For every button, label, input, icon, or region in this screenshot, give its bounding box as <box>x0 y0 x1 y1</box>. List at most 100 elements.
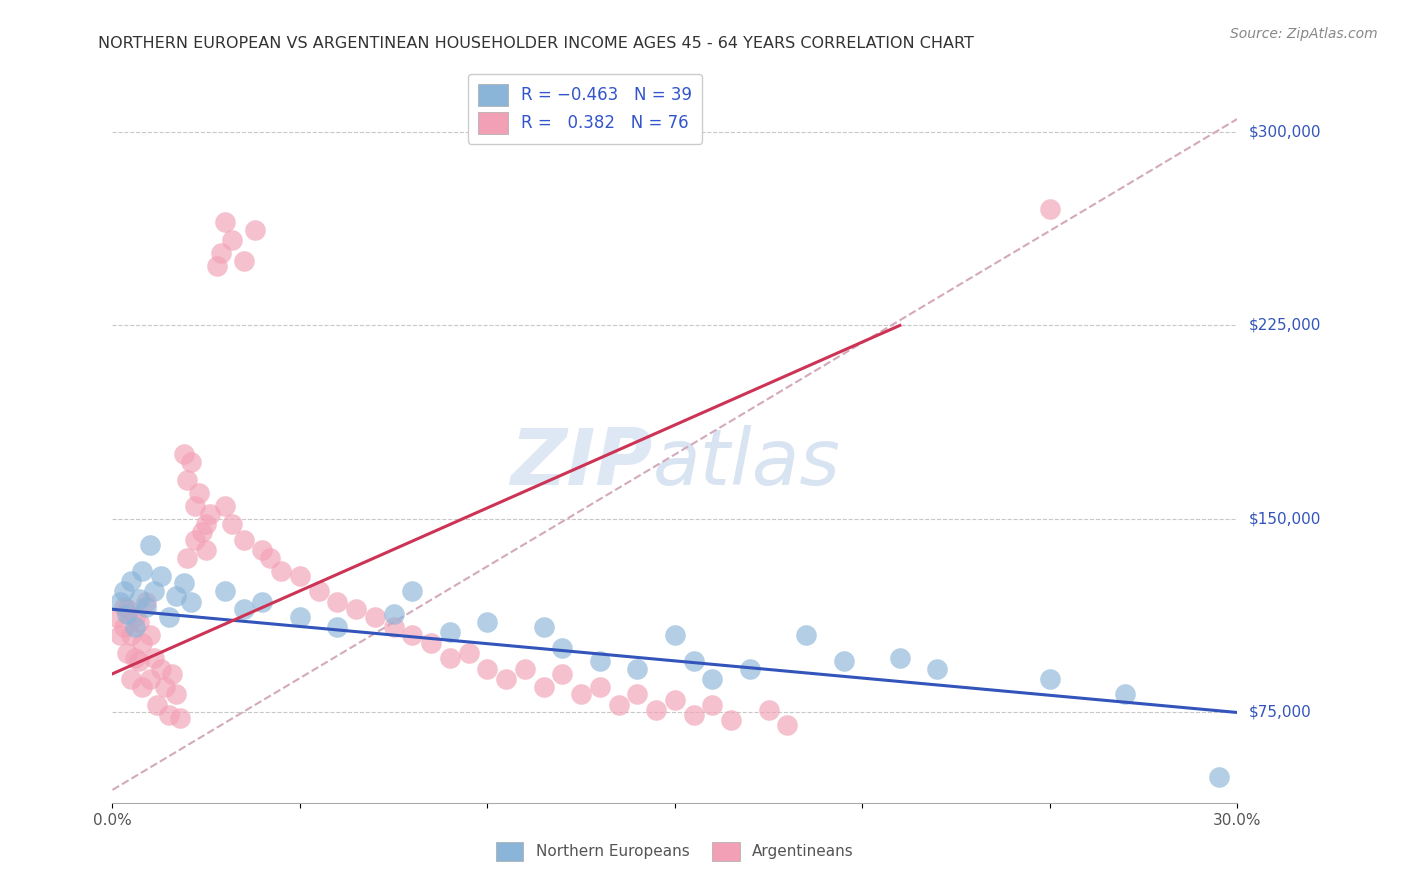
Point <box>117 602 139 616</box>
Point <box>270 564 292 578</box>
Point <box>477 615 499 630</box>
Point <box>776 718 799 732</box>
Point <box>1039 672 1062 686</box>
Point <box>207 259 229 273</box>
Point <box>702 672 724 686</box>
Point <box>439 651 461 665</box>
Point <box>664 692 686 706</box>
Point <box>108 628 131 642</box>
Point <box>477 662 499 676</box>
Point <box>146 698 169 712</box>
Point <box>112 584 135 599</box>
Text: $75,000: $75,000 <box>1249 705 1312 720</box>
Point <box>221 517 243 532</box>
Point <box>533 680 555 694</box>
Point <box>259 550 281 565</box>
Point <box>232 533 254 547</box>
Point <box>120 628 142 642</box>
Point <box>157 610 180 624</box>
Point <box>184 533 207 547</box>
Point <box>1114 687 1136 701</box>
Point <box>169 711 191 725</box>
Point <box>165 590 187 604</box>
Point <box>176 473 198 487</box>
Point <box>165 687 187 701</box>
Point <box>682 708 704 723</box>
Point <box>131 636 153 650</box>
Point <box>139 538 162 552</box>
Point <box>702 698 724 712</box>
Point <box>139 628 162 642</box>
Point <box>626 687 648 701</box>
Text: NORTHERN EUROPEAN VS ARGENTINEAN HOUSEHOLDER INCOME AGES 45 - 64 YEARS CORRELATI: NORTHERN EUROPEAN VS ARGENTINEAN HOUSEHO… <box>98 36 974 51</box>
Point <box>344 602 367 616</box>
Point <box>221 233 243 247</box>
Point <box>457 646 479 660</box>
Point <box>401 628 423 642</box>
Point <box>420 636 443 650</box>
Point <box>124 610 146 624</box>
Point <box>173 447 195 461</box>
Point <box>124 651 146 665</box>
Point <box>180 594 202 608</box>
Point <box>720 713 742 727</box>
Point <box>589 654 612 668</box>
Point <box>232 602 254 616</box>
Point <box>513 662 536 676</box>
Point <box>139 672 162 686</box>
Point <box>758 703 780 717</box>
Point <box>495 672 517 686</box>
Point <box>105 610 128 624</box>
Point <box>120 672 142 686</box>
Point <box>308 584 330 599</box>
Point <box>927 662 949 676</box>
Text: atlas: atlas <box>652 425 841 501</box>
Point <box>569 687 592 701</box>
Point <box>645 703 668 717</box>
Point <box>252 594 274 608</box>
Point <box>626 662 648 676</box>
Point <box>832 654 855 668</box>
Point <box>551 640 574 655</box>
Point <box>142 584 165 599</box>
Point <box>195 542 218 557</box>
Point <box>180 455 202 469</box>
Text: $225,000: $225,000 <box>1249 318 1320 333</box>
Point <box>533 620 555 634</box>
Point <box>176 550 198 565</box>
Point <box>191 524 214 539</box>
Point <box>439 625 461 640</box>
Point <box>117 646 139 660</box>
Point <box>117 607 139 622</box>
Point <box>135 599 157 614</box>
Point <box>108 594 131 608</box>
Point <box>382 620 405 634</box>
Point <box>889 651 911 665</box>
Point <box>232 253 254 268</box>
Point <box>142 651 165 665</box>
Point <box>551 666 574 681</box>
Text: ZIP: ZIP <box>510 425 652 501</box>
Point <box>209 246 232 260</box>
Text: $150,000: $150,000 <box>1249 511 1320 526</box>
Point <box>150 568 173 582</box>
Point <box>150 662 173 676</box>
Point <box>364 610 387 624</box>
Point <box>607 698 630 712</box>
Point <box>214 215 236 229</box>
Point <box>326 620 349 634</box>
Point <box>738 662 761 676</box>
Point <box>214 499 236 513</box>
Point <box>135 594 157 608</box>
Point <box>184 499 207 513</box>
Point <box>288 568 311 582</box>
Point <box>112 620 135 634</box>
Point <box>112 599 135 614</box>
Point <box>1039 202 1062 217</box>
Point <box>120 574 142 588</box>
Point <box>664 628 686 642</box>
Point <box>187 486 209 500</box>
Point <box>401 584 423 599</box>
Point <box>682 654 704 668</box>
Point <box>1208 770 1230 784</box>
